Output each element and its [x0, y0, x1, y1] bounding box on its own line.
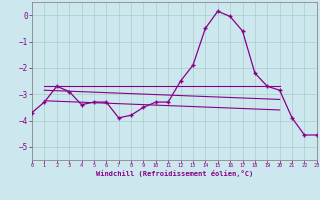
X-axis label: Windchill (Refroidissement éolien,°C): Windchill (Refroidissement éolien,°C): [96, 170, 253, 177]
